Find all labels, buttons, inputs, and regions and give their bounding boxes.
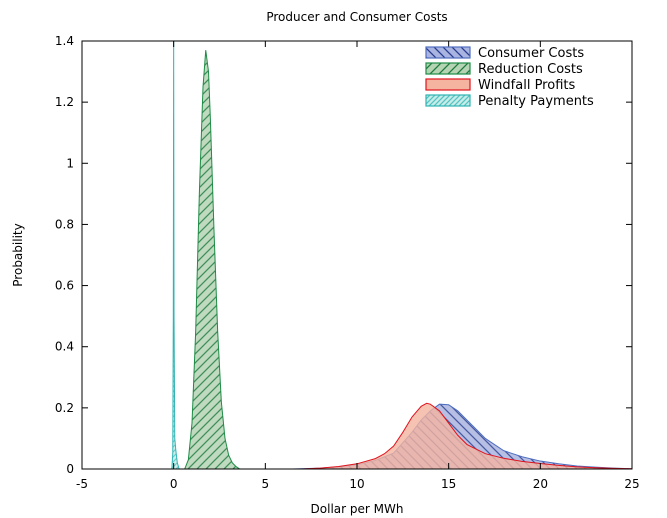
legend-label-windfall-profits: Windfall Profits bbox=[478, 78, 575, 93]
y-tick-label: 1 bbox=[66, 156, 74, 170]
y-tick-label: 0 bbox=[66, 462, 74, 476]
x-axis-title: Dollar per MWh bbox=[311, 502, 404, 516]
y-tick-label: 0.2 bbox=[55, 401, 74, 415]
series-area-reduction-costs bbox=[184, 50, 241, 469]
x-tick-label: -5 bbox=[76, 477, 88, 491]
x-tick-label: 20 bbox=[533, 477, 548, 491]
chart-title: Producer and Consumer Costs bbox=[266, 10, 447, 24]
series-area-penalty-payments bbox=[171, 41, 180, 469]
series-area-windfall-profits bbox=[301, 402, 632, 469]
series-layer bbox=[171, 41, 632, 469]
legend-swatch-windfall-profits bbox=[425, 78, 471, 91]
legend-label-penalty-payments: Penalty Payments bbox=[478, 94, 594, 109]
legend-swatch-penalty-payments bbox=[425, 94, 471, 107]
legend-swatch-consumer-costs bbox=[425, 46, 471, 59]
y-tick-label: 0.4 bbox=[55, 340, 74, 354]
x-tick-label: 25 bbox=[624, 477, 639, 491]
legend-swatch-reduction-costs bbox=[425, 62, 471, 75]
legend-label-consumer-costs: Consumer Costs bbox=[478, 46, 584, 61]
y-tick-label: 0.6 bbox=[55, 279, 74, 293]
x-tick-label: 5 bbox=[262, 477, 270, 491]
x-tick-label: 15 bbox=[441, 477, 456, 491]
x-tick-label: 10 bbox=[349, 477, 364, 491]
y-axis-title: Probability bbox=[11, 223, 25, 286]
y-tick-label: 0.8 bbox=[55, 217, 74, 231]
legend-label-reduction-costs: Reduction Costs bbox=[478, 62, 583, 77]
y-tick-label: 1.2 bbox=[55, 95, 74, 109]
y-tick-label: 1.4 bbox=[55, 34, 74, 48]
x-tick-label: 0 bbox=[170, 477, 178, 491]
